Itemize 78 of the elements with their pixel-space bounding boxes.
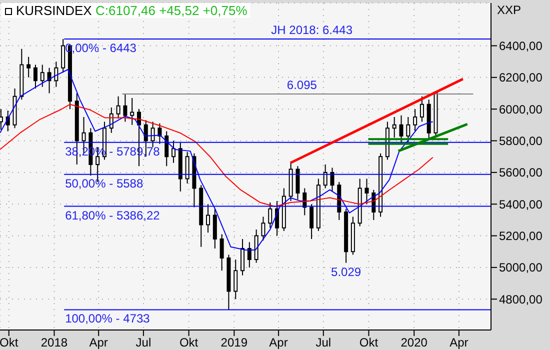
candlestick (234, 259, 238, 300)
x-tick-label: Jul (316, 336, 332, 350)
annotation: 5.029 (331, 264, 362, 279)
annotation: 6.095 (286, 78, 318, 92)
candlestick (61, 38, 66, 74)
candlestick (426, 99, 431, 140)
candlestick (47, 67, 52, 94)
candlestick (434, 92, 438, 137)
candlestick (116, 96, 120, 120)
candlestick (199, 184, 204, 248)
candlestick (240, 238, 245, 276)
candlestick (378, 152, 383, 218)
x-tick-label: Jul (136, 336, 152, 350)
candlestick (172, 140, 176, 164)
candlestick (420, 96, 424, 122)
candlestick (54, 61, 58, 88)
candlestick (247, 242, 252, 268)
candlestick (413, 108, 418, 132)
x-tick-label: 2019 (220, 336, 248, 350)
candlestick (406, 116, 410, 143)
candlestick (254, 228, 258, 264)
candlestick (323, 164, 328, 189)
candlestick (164, 130, 169, 167)
candlestick (350, 216, 355, 256)
candlestick (358, 178, 362, 227)
y-tick-label: 6200,00 (499, 70, 543, 85)
x-tick-label: Okt (0, 336, 19, 350)
candlestick (212, 208, 217, 249)
candlestick (310, 204, 314, 240)
candlestick (268, 202, 272, 228)
y-tick-label: 5000,00 (499, 260, 543, 275)
candlestick (330, 167, 334, 192)
candlestick (392, 116, 396, 138)
candlestick (26, 56, 31, 78)
y-tick-label: 5600,00 (499, 166, 543, 180)
candlestick (178, 142, 182, 192)
candlestick (220, 234, 224, 272)
candlestick (150, 121, 155, 148)
annotation: 100,00% - 4733 (65, 312, 150, 326)
candlestick (261, 216, 266, 242)
x-tick-label: Apr (269, 336, 288, 350)
candlestick (296, 166, 300, 200)
candlestick (130, 98, 134, 126)
x-tick-label: Apr (450, 336, 468, 350)
y-tick-label: 6000,00 (499, 102, 543, 116)
y-tick-label: 5200,00 (499, 229, 543, 244)
chart-subtitle: C:6107,46 +45,52 +0,75% (95, 3, 248, 18)
y-tick-label: 6400,00 (499, 39, 543, 54)
y-tick-label: 5800,00 (499, 134, 543, 148)
candlestick (185, 151, 190, 184)
text: XXP (497, 3, 522, 17)
candlestick (192, 152, 196, 208)
annotation: JH 2018: 6.443 (271, 22, 353, 37)
candlestick (206, 204, 210, 234)
chart-title: KURSINDEX (16, 3, 92, 18)
y-tick-label: 5400,00 (499, 197, 543, 212)
candlestick (33, 64, 38, 90)
candlestick (282, 188, 286, 232)
annotation: 50,00% - 5588 (65, 176, 144, 190)
candlestick (20, 48, 24, 100)
candlestick (316, 178, 320, 232)
candlestick (364, 178, 369, 205)
candlestick (123, 94, 128, 122)
candlestick (40, 64, 44, 88)
x-tick-label: Okt (179, 336, 199, 350)
candlestick (399, 114, 404, 144)
candlestick (158, 122, 162, 144)
x-tick-label: Apr (89, 336, 108, 350)
candlestick (288, 162, 293, 202)
y-tick-label: 4800,00 (499, 292, 543, 306)
candlestick (12, 88, 17, 129)
candlestick (226, 254, 231, 310)
candlestick (344, 208, 348, 264)
x-tick-label: Okt (359, 336, 379, 350)
line-series (0, 104, 434, 207)
x-tick-label: 2020 (400, 336, 428, 350)
x-tick-label: 2018 (40, 336, 68, 350)
annotation: 61,80% - 5386,22 (65, 208, 160, 222)
